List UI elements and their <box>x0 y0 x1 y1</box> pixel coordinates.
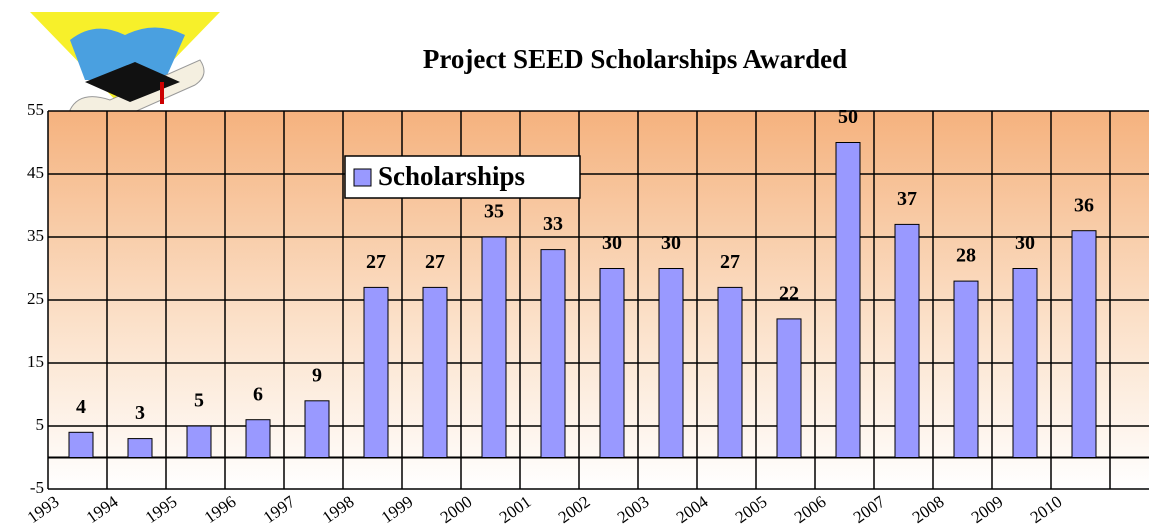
bar <box>245 419 271 459</box>
x-tick-label: 2010 <box>1027 492 1066 527</box>
x-tick-label: 1999 <box>378 492 417 527</box>
x-tick-label: 2000 <box>437 492 476 527</box>
x-tick-label: 2004 <box>673 492 712 527</box>
x-tick-label: 2009 <box>968 492 1007 527</box>
x-tick-label: 1995 <box>142 492 181 527</box>
data-label: 27 <box>425 251 445 273</box>
bar <box>127 438 153 459</box>
logo <box>30 12 220 127</box>
data-label: 22 <box>779 282 799 304</box>
data-label: 35 <box>484 201 504 223</box>
data-label: 30 <box>661 232 681 254</box>
bar <box>304 400 330 458</box>
x-tick-label: 2005 <box>732 492 771 527</box>
x-tick-label: 2008 <box>909 492 948 527</box>
data-label: 4 <box>76 396 86 418</box>
y-tick-label: 5 <box>36 415 45 434</box>
data-label: 6 <box>253 383 263 405</box>
y-tick-label: 55 <box>27 100 44 119</box>
data-label: 27 <box>720 251 740 273</box>
data-label: 27 <box>366 251 386 273</box>
y-tick-label: 45 <box>27 163 44 182</box>
x-tick-label: 1998 <box>319 492 358 527</box>
x-tick-label: 2003 <box>614 492 653 527</box>
bar <box>894 223 920 458</box>
data-label: 30 <box>1015 232 1035 254</box>
x-tick-label: 1997 <box>260 492 299 527</box>
y-tick-label: 15 <box>27 352 44 371</box>
y-tick-label: -5 <box>30 478 44 497</box>
data-label: 37 <box>897 188 917 210</box>
bar <box>717 286 743 458</box>
data-label: 50 <box>838 106 858 128</box>
bar <box>540 249 566 458</box>
legend-box <box>344 155 581 199</box>
legend-swatch <box>353 168 372 187</box>
x-tick-label: 1996 <box>201 492 240 527</box>
x-tick-label: 1994 <box>83 492 122 527</box>
data-label: 5 <box>194 390 204 412</box>
bar <box>776 318 802 458</box>
y-tick-label: 35 <box>27 226 44 245</box>
x-tick-label: 2001 <box>496 492 535 527</box>
bar <box>953 280 979 458</box>
data-label: 28 <box>956 245 976 267</box>
bar <box>1012 268 1038 458</box>
x-tick-label: 2007 <box>850 492 889 527</box>
bar <box>658 268 684 458</box>
data-label: 3 <box>135 402 145 424</box>
bar <box>422 286 448 458</box>
x-tick-label: 2002 <box>555 492 594 527</box>
x-tick-label: 2006 <box>791 492 830 527</box>
bar <box>1071 230 1097 458</box>
bar <box>363 286 389 458</box>
bar <box>481 236 507 458</box>
bar <box>68 431 94 458</box>
legend-label: Scholarships <box>378 161 525 191</box>
data-label: 30 <box>602 232 622 254</box>
y-tick-label: 25 <box>27 289 44 308</box>
data-label: 33 <box>543 213 563 235</box>
chart-title: Project SEED Scholarships Awarded <box>423 44 847 74</box>
x-tick-label: 1993 <box>24 492 63 527</box>
bar <box>186 425 212 458</box>
bar <box>599 268 625 458</box>
bar <box>835 142 861 458</box>
data-label: 9 <box>312 364 322 386</box>
data-label: 36 <box>1074 194 1094 216</box>
